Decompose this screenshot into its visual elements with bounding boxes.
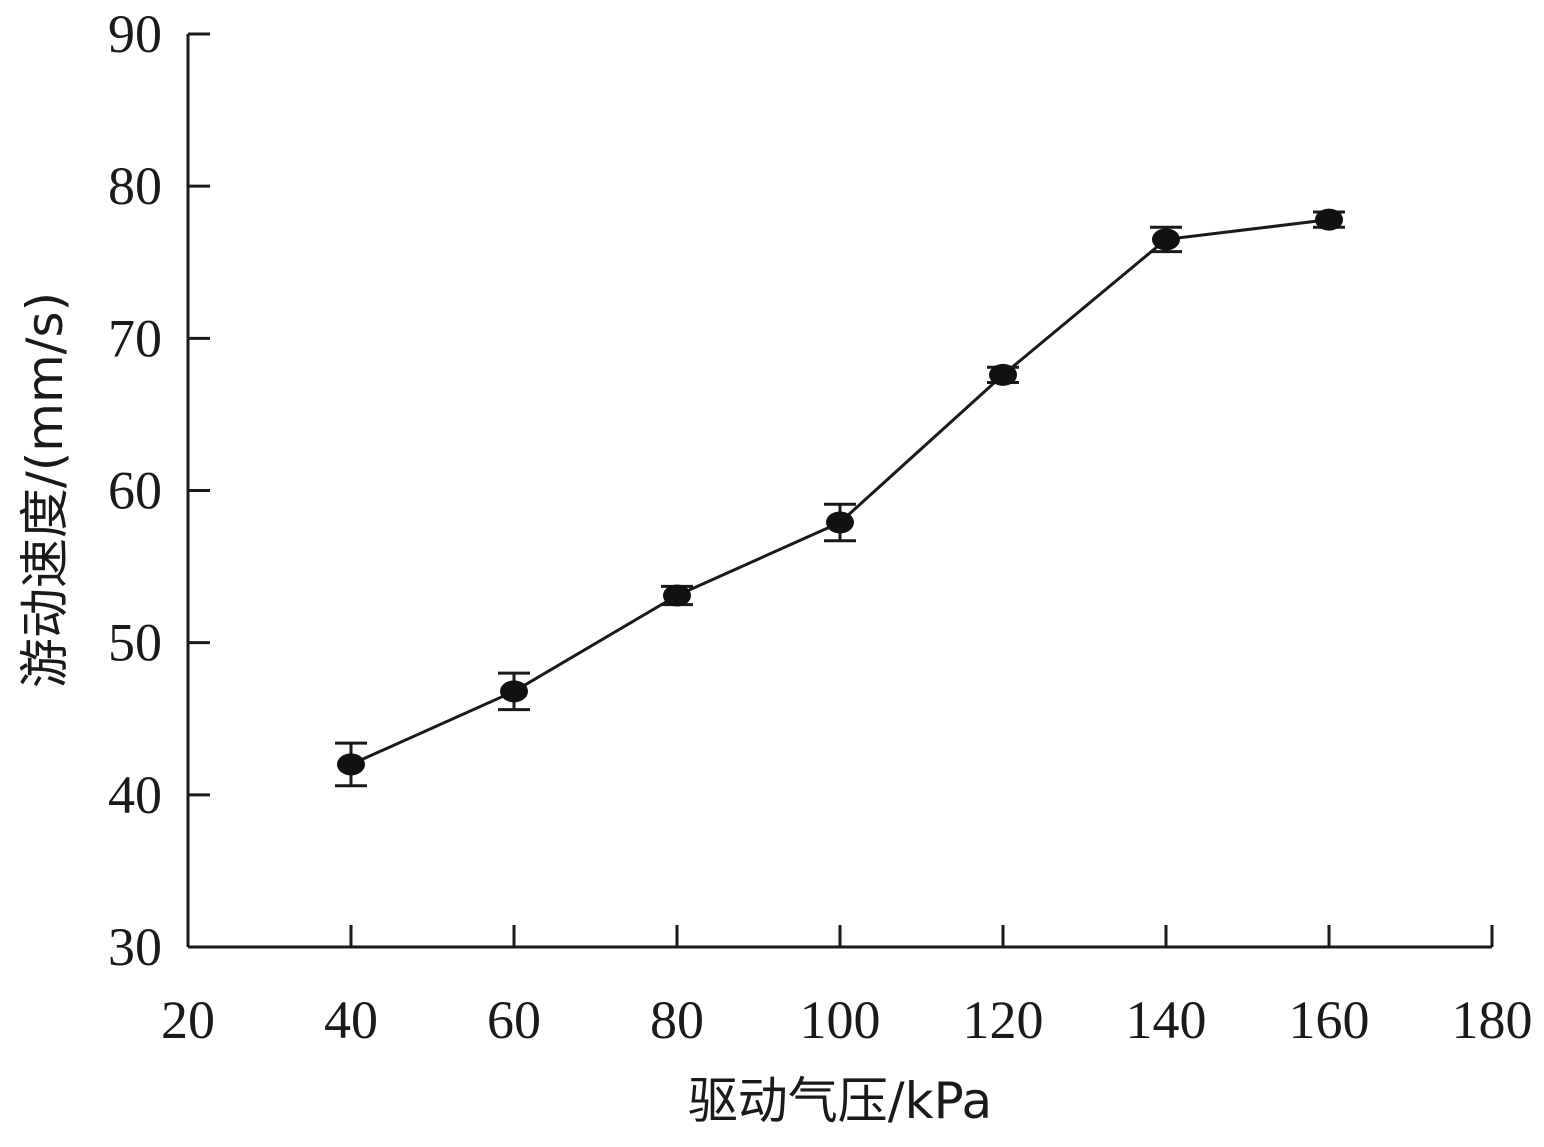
data-point — [826, 511, 854, 534]
y-tick-label: 40 — [108, 765, 162, 825]
y-tick-label: 50 — [108, 613, 162, 673]
x-tick-label: 60 — [487, 990, 541, 1050]
data-point — [337, 753, 365, 776]
x-tick-label: 80 — [650, 990, 704, 1050]
x-tick-label: 40 — [324, 990, 378, 1050]
series-line — [350, 218, 1330, 766]
axes — [186, 34, 1492, 949]
y-tick-label: 90 — [108, 4, 162, 64]
y-tick-label: 80 — [108, 156, 162, 216]
x-tick-label: 140 — [1126, 990, 1207, 1050]
y-tick-label: 70 — [108, 308, 162, 368]
data-point — [1152, 228, 1180, 251]
x-ticks: 20 40 60 80 100 120 140 160 180 — [161, 925, 1533, 1050]
plot-area — [335, 208, 1345, 788]
x-axis-title: 驱动气压/kPa — [688, 1072, 992, 1130]
y-tick-label: 60 — [108, 461, 162, 521]
x-tick-label: 100 — [800, 990, 881, 1050]
data-point — [989, 363, 1017, 386]
data-point — [500, 680, 528, 703]
data-point — [663, 584, 691, 607]
y-tick-label: 30 — [108, 917, 162, 977]
y-ticks: 30 40 50 60 70 80 90 — [108, 4, 210, 977]
x-tick-label: 160 — [1289, 990, 1370, 1050]
x-tick-label: 180 — [1452, 990, 1533, 1050]
x-tick-label: 120 — [963, 990, 1044, 1050]
data-point — [1315, 208, 1343, 231]
y-axis-title: 游动速度/(mm/s) — [16, 292, 74, 688]
x-tick-label: 20 — [161, 990, 215, 1050]
